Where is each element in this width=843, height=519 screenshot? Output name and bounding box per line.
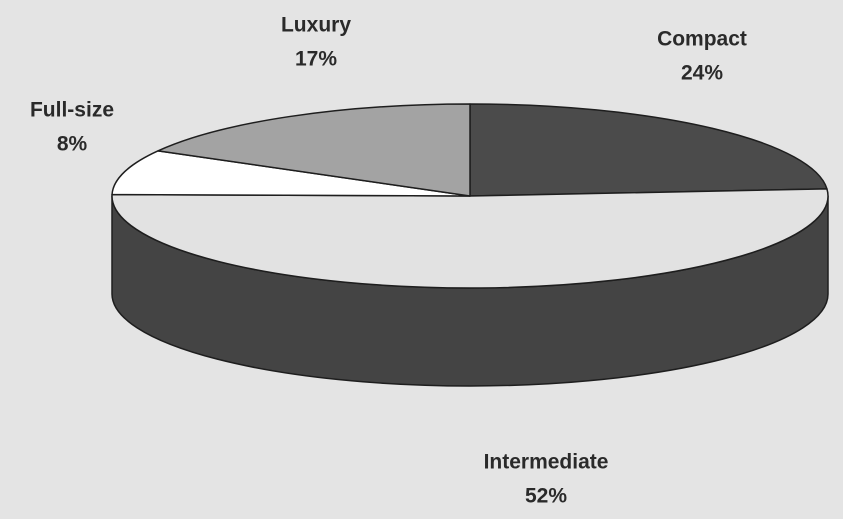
slice-value-label: 8% <box>57 133 88 156</box>
slice-label: Luxury <box>281 14 351 37</box>
pie-slice <box>111 188 829 289</box>
pie-slice <box>157 103 471 197</box>
slice-label: Intermediate <box>484 451 609 474</box>
pie-slice <box>111 150 471 197</box>
slice-label: Full-size <box>30 99 114 122</box>
slice-value-label: 52% <box>525 485 567 508</box>
pie-slice <box>469 103 828 197</box>
slice-value-label: 17% <box>295 48 337 71</box>
slice-label: Compact <box>657 28 747 51</box>
slice-value-label: 24% <box>681 62 723 85</box>
